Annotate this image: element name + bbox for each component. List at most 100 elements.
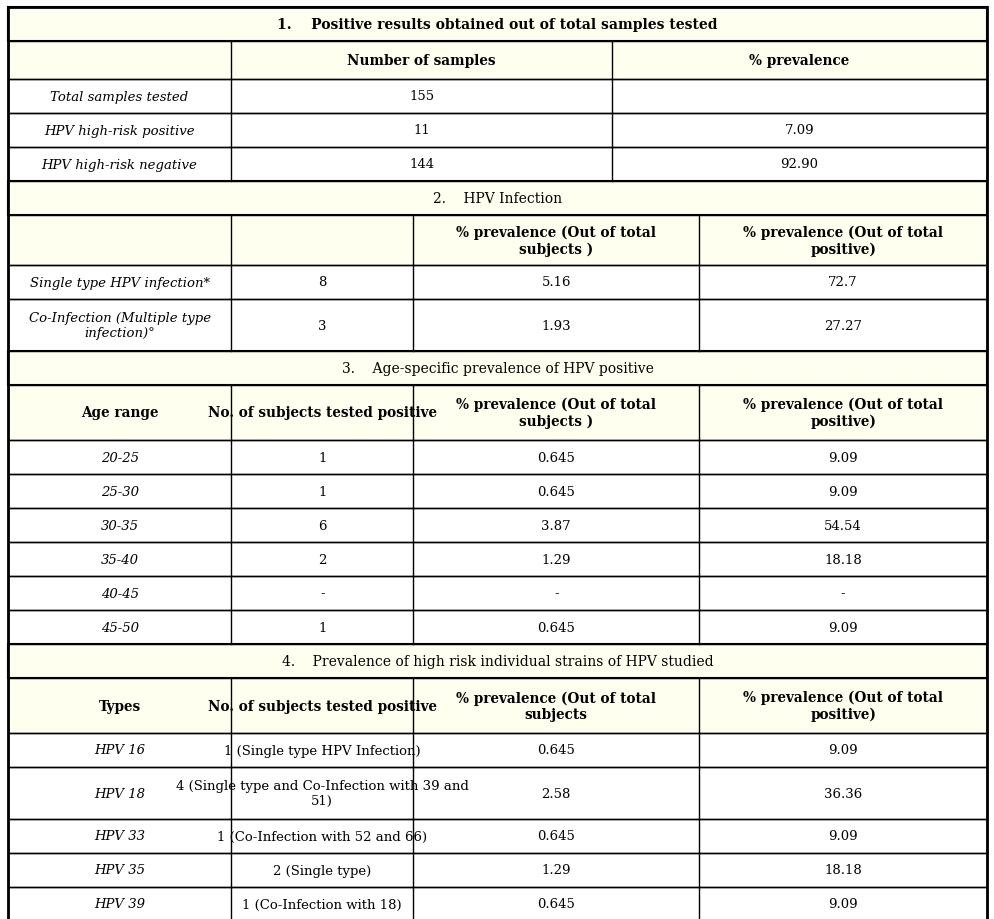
Text: Total samples tested: Total samples tested (51, 90, 189, 103)
Text: 1.93: 1.93 (541, 319, 571, 332)
Text: 40-45: 40-45 (100, 587, 138, 600)
Text: 0.645: 0.645 (537, 485, 575, 498)
Bar (8, 80, 986, 114)
Bar (8, 644, 986, 678)
Text: -: - (840, 587, 845, 600)
Text: % prevalence: % prevalence (748, 54, 849, 68)
Text: % prevalence (Out of total
positive): % prevalence (Out of total positive) (743, 398, 942, 428)
Bar (8, 300, 986, 352)
Text: 18.18: 18.18 (823, 864, 861, 877)
Text: 45-50: 45-50 (100, 621, 138, 634)
Bar (8, 80, 986, 114)
Bar (8, 887, 986, 919)
Text: 9.09: 9.09 (827, 621, 857, 634)
Text: 1: 1 (318, 621, 326, 634)
Bar (8, 114, 986, 148)
Text: 9.09: 9.09 (827, 830, 857, 843)
Text: 11: 11 (413, 124, 429, 137)
Text: 144: 144 (409, 158, 433, 171)
Text: 7.09: 7.09 (784, 124, 813, 137)
Bar (8, 474, 986, 508)
Text: 5.16: 5.16 (541, 277, 571, 289)
Bar (8, 767, 986, 819)
Bar (8, 216, 986, 266)
Text: 2.    HPV Infection: 2. HPV Infection (432, 192, 562, 206)
Bar (8, 440, 986, 474)
Text: 92.90: 92.90 (779, 158, 818, 171)
Bar (8, 678, 986, 733)
Bar (8, 819, 986, 853)
Text: 8: 8 (318, 277, 326, 289)
Text: 36.36: 36.36 (823, 787, 862, 800)
Text: 1.    Positive results obtained out of total samples tested: 1. Positive results obtained out of tota… (277, 18, 717, 32)
Bar (8, 610, 986, 644)
Text: 2.58: 2.58 (541, 787, 571, 800)
Text: Co-Infection (Multiple type
infection)°: Co-Infection (Multiple type infection)° (29, 312, 211, 340)
Text: Types: Types (98, 698, 140, 713)
Text: 0.645: 0.645 (537, 830, 575, 843)
Text: Single type HPV infection*: Single type HPV infection* (30, 277, 210, 289)
Bar (8, 386, 986, 440)
Bar (8, 853, 986, 887)
Text: 1: 1 (318, 451, 326, 464)
Text: 2: 2 (318, 553, 326, 566)
Text: 20-25: 20-25 (100, 451, 138, 464)
Text: No. of subjects tested positive: No. of subjects tested positive (208, 406, 436, 420)
Text: 0.645: 0.645 (537, 621, 575, 634)
Text: 1 (Co-Infection with 18): 1 (Co-Infection with 18) (243, 898, 402, 911)
Text: -: - (554, 587, 558, 600)
Text: 155: 155 (409, 90, 433, 103)
Bar (8, 644, 986, 678)
Text: 3.    Age-specific prevalence of HPV positive: 3. Age-specific prevalence of HPV positi… (341, 361, 653, 376)
Bar (8, 542, 986, 576)
Bar (8, 542, 986, 576)
Bar (8, 386, 986, 440)
Text: % prevalence (Out of total
subjects ): % prevalence (Out of total subjects ) (456, 398, 656, 428)
Text: 30-35: 30-35 (100, 519, 138, 532)
Bar (8, 8, 986, 42)
Text: % prevalence (Out of total
subjects ): % prevalence (Out of total subjects ) (456, 225, 656, 256)
Text: 27.27: 27.27 (823, 319, 861, 332)
Text: 3.87: 3.87 (541, 519, 571, 532)
Text: HPV high-risk positive: HPV high-risk positive (45, 124, 195, 137)
Text: % prevalence (Out of total
subjects: % prevalence (Out of total subjects (456, 690, 656, 721)
Bar (8, 266, 986, 300)
Bar (8, 733, 986, 767)
Text: 0.645: 0.645 (537, 743, 575, 756)
Text: HPV high-risk negative: HPV high-risk negative (42, 158, 198, 171)
Bar (8, 148, 986, 182)
Text: 0.645: 0.645 (537, 898, 575, 911)
Bar (8, 352, 986, 386)
Text: 18.18: 18.18 (823, 553, 861, 566)
Text: 9.09: 9.09 (827, 898, 857, 911)
Bar (8, 576, 986, 610)
Text: 9.09: 9.09 (827, 743, 857, 756)
Text: HPV 16: HPV 16 (94, 743, 145, 756)
Text: 25-30: 25-30 (100, 485, 138, 498)
Text: 1.29: 1.29 (541, 553, 571, 566)
Bar (8, 182, 986, 216)
Text: 1 (Co-Infection with 52 and 66): 1 (Co-Infection with 52 and 66) (217, 830, 426, 843)
Bar (8, 733, 986, 767)
Bar (8, 42, 986, 80)
Bar (8, 819, 986, 853)
Text: 72.7: 72.7 (827, 277, 857, 289)
Bar (8, 182, 986, 216)
Bar (8, 114, 986, 148)
Text: 4 (Single type and Co-Infection with 39 and
51): 4 (Single type and Co-Infection with 39 … (176, 779, 468, 807)
Text: 2 (Single type): 2 (Single type) (273, 864, 371, 877)
Text: Age range: Age range (81, 406, 158, 420)
Bar (8, 352, 986, 386)
Text: 54.54: 54.54 (823, 519, 861, 532)
Text: 4.    Prevalence of high risk individual strains of HPV studied: 4. Prevalence of high risk individual st… (281, 654, 713, 668)
Bar (8, 42, 986, 80)
Text: 9.09: 9.09 (827, 485, 857, 498)
Text: HPV 35: HPV 35 (94, 864, 145, 877)
Text: No. of subjects tested positive: No. of subjects tested positive (208, 698, 436, 713)
Text: 0.645: 0.645 (537, 451, 575, 464)
Text: HPV 33: HPV 33 (94, 830, 145, 843)
Text: % prevalence (Out of total
positive): % prevalence (Out of total positive) (743, 225, 942, 256)
Text: 3: 3 (318, 319, 326, 332)
Bar (8, 216, 986, 266)
Text: 1.29: 1.29 (541, 864, 571, 877)
